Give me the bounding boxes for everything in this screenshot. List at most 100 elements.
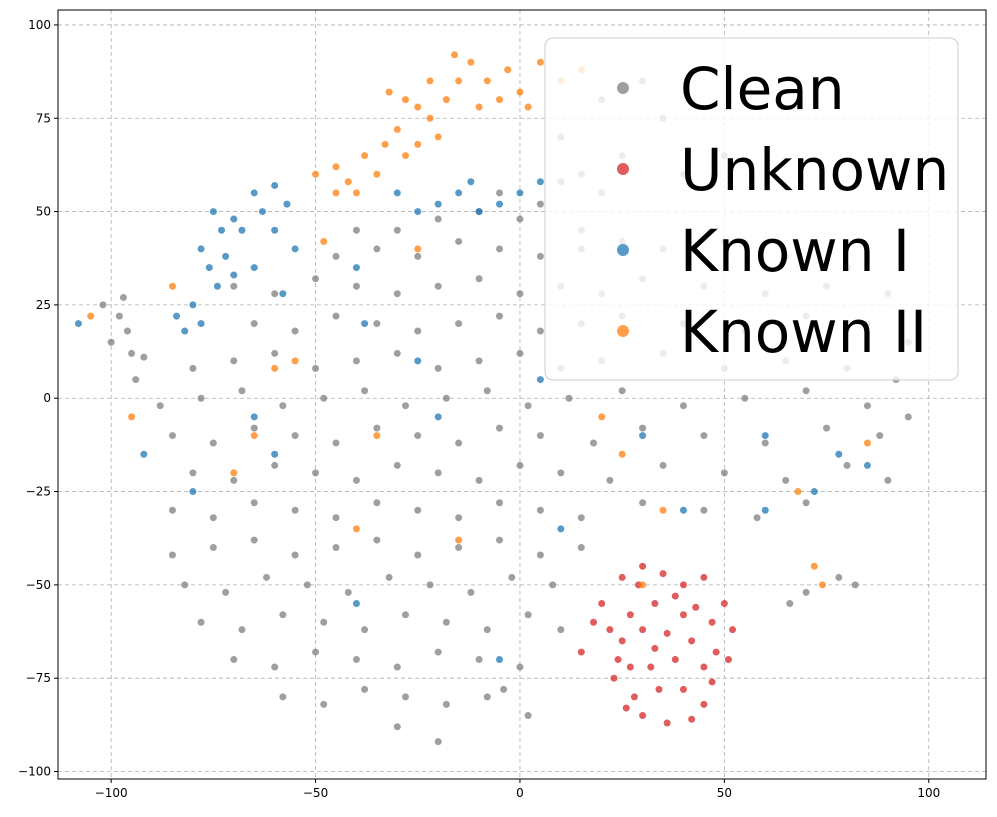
data-point	[659, 506, 667, 514]
data-point	[168, 282, 176, 290]
data-point	[119, 293, 127, 301]
data-point	[352, 525, 360, 533]
data-point	[618, 637, 626, 645]
data-point	[230, 469, 238, 477]
data-point	[393, 189, 401, 197]
data-point	[250, 189, 258, 197]
data-point	[516, 461, 524, 469]
data-point	[688, 637, 696, 645]
series-known-i	[74, 178, 871, 664]
data-point	[455, 237, 463, 245]
data-point	[414, 103, 422, 111]
data-point	[291, 357, 299, 365]
data-point	[258, 208, 266, 216]
data-point	[598, 600, 606, 608]
data-point	[500, 685, 508, 693]
data-point	[115, 312, 123, 320]
data-point	[426, 581, 434, 589]
data-point	[496, 656, 504, 664]
data-point	[230, 271, 238, 279]
data-point	[451, 51, 459, 59]
data-point	[401, 152, 409, 160]
data-point	[729, 626, 737, 634]
data-point	[373, 499, 381, 507]
data-point	[577, 544, 585, 552]
data-point	[209, 208, 217, 216]
legend-label: Known II	[680, 298, 927, 366]
data-point	[222, 588, 230, 596]
data-point	[496, 96, 504, 104]
data-point	[361, 320, 369, 328]
data-point	[213, 282, 221, 290]
data-point	[741, 394, 749, 402]
data-point	[536, 551, 544, 559]
data-point	[181, 581, 189, 589]
data-point	[373, 245, 381, 253]
data-point	[536, 506, 544, 514]
data-point	[639, 712, 647, 720]
data-point	[606, 476, 614, 484]
data-point	[291, 551, 299, 559]
data-point	[712, 648, 720, 656]
x-tick-label: 50	[717, 786, 732, 800]
axis-ticks: −100 −50 0 50 100 −100 −75 −50 −25 0 25 50 75 100	[18, 18, 940, 800]
x-tick-label: 0	[516, 786, 524, 800]
data-point	[209, 439, 217, 447]
data-point	[168, 432, 176, 440]
data-point	[700, 432, 708, 440]
data-point	[168, 506, 176, 514]
data-point	[651, 600, 659, 608]
data-point	[344, 178, 352, 186]
data-point	[904, 413, 912, 421]
data-point	[271, 450, 279, 458]
data-point	[557, 469, 565, 477]
y-tick-label: 25	[36, 298, 51, 312]
data-point	[708, 678, 716, 686]
data-point	[393, 290, 401, 298]
data-point	[434, 469, 442, 477]
data-point	[496, 536, 504, 544]
y-tick-label: 75	[36, 111, 51, 125]
data-point	[189, 469, 197, 477]
data-point	[590, 439, 598, 447]
data-point	[344, 588, 352, 596]
data-point	[434, 200, 442, 208]
data-point	[647, 663, 655, 671]
data-point	[250, 320, 258, 328]
data-point	[128, 349, 136, 357]
data-point	[312, 170, 320, 178]
data-point	[496, 189, 504, 197]
data-point	[332, 312, 340, 320]
data-point	[679, 581, 687, 589]
data-point	[373, 424, 381, 432]
data-point	[802, 387, 810, 395]
data-point	[639, 562, 647, 570]
data-point	[291, 327, 299, 335]
data-point	[618, 450, 626, 458]
data-point	[508, 573, 516, 581]
data-point	[238, 226, 246, 234]
legend-box	[544, 37, 959, 381]
data-point	[332, 439, 340, 447]
data-point	[524, 611, 532, 619]
data-point	[761, 432, 769, 440]
data-point	[393, 663, 401, 671]
data-point	[271, 349, 279, 357]
data-point	[352, 264, 360, 272]
data-point	[352, 357, 360, 365]
data-point	[483, 77, 491, 85]
data-point	[614, 656, 622, 664]
data-point	[230, 476, 238, 484]
data-point	[173, 312, 181, 320]
data-point	[475, 656, 483, 664]
data-point	[475, 476, 483, 484]
data-point	[565, 394, 573, 402]
data-point	[876, 432, 884, 440]
data-point	[724, 656, 732, 664]
data-point	[659, 461, 667, 469]
data-point	[794, 488, 802, 496]
data-point	[414, 432, 422, 440]
data-point	[401, 611, 409, 619]
data-point	[679, 402, 687, 410]
data-point	[516, 215, 524, 223]
